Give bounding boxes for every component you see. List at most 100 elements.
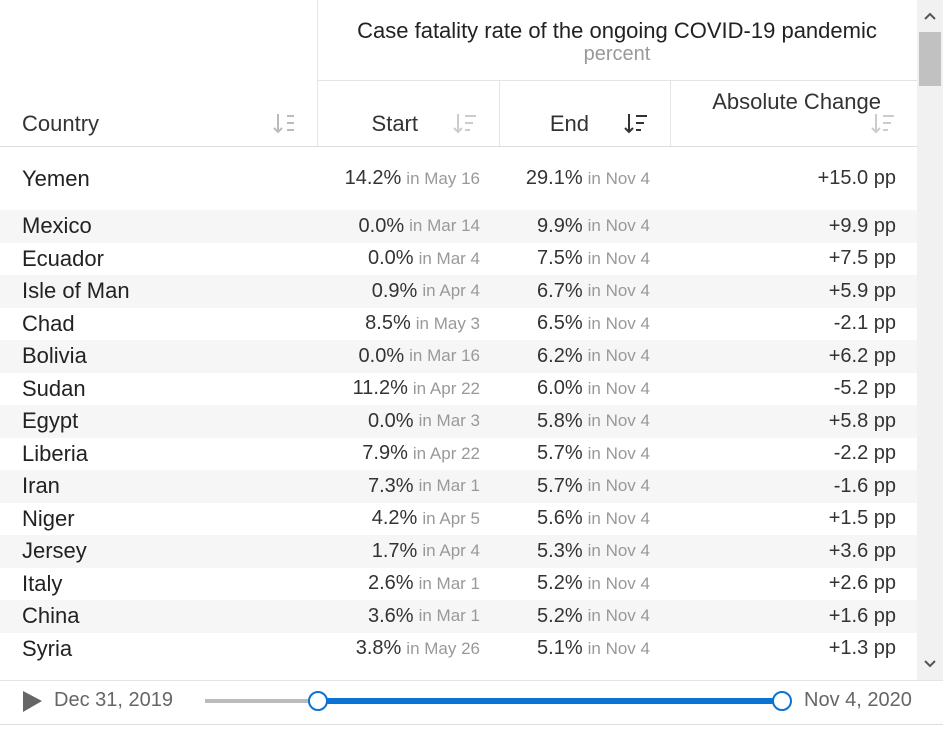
end-cell: 6.5% in Nov 4 bbox=[499, 308, 650, 341]
timeline-start[interactable]: Dec 31, 2019 bbox=[54, 689, 173, 711]
end-value: 6.0% bbox=[537, 377, 583, 400]
start-value: 0.0% bbox=[358, 344, 405, 367]
end-cell: 5.8% in Nov 4 bbox=[499, 405, 650, 438]
end-value: 6.5% bbox=[537, 312, 583, 335]
table-row[interactable]: Chad 8.5% in May 3 6.5% in Nov 4 -2.1 pp bbox=[0, 307, 917, 341]
end-cell: 6.2% in Nov 4 bbox=[499, 340, 650, 373]
sort-icon[interactable] bbox=[272, 112, 300, 136]
absolute-change: +1.3 pp bbox=[828, 637, 896, 660]
scroll-down[interactable] bbox=[922, 658, 938, 670]
header-border bbox=[0, 146, 917, 147]
table-row[interactable]: Yemen 14.2% in May 16 29.1% in Nov 4 +15.0 pp bbox=[0, 147, 917, 210]
end-date: in Nov 4 bbox=[587, 313, 650, 333]
start-cell: 0.0% in Mar 3 bbox=[317, 405, 480, 438]
table-row[interactable]: China 3.6% in Mar 1 5.2% in Nov 4 +1.6 pp bbox=[0, 600, 917, 633]
table-title: Case fatality rate of the ongoing COVID-… bbox=[357, 18, 877, 43]
table-row[interactable]: Bolivia 0.0% in Mar 16 6.2% in Nov 4 +6.2 pp bbox=[0, 340, 917, 373]
end-date: in Nov 4 bbox=[587, 378, 650, 398]
end-date: in Nov 4 bbox=[587, 281, 650, 301]
country-name: Mexico bbox=[22, 213, 92, 239]
end-date: in Nov 4 bbox=[587, 638, 650, 658]
absolute-change: +3.6 pp bbox=[828, 539, 896, 562]
table-row[interactable]: Isle of Man 0.9% in Apr 4 6.7% in Nov 4 +5.9 … bbox=[0, 275, 917, 308]
end-value: 6.2% bbox=[537, 344, 583, 367]
start-value: 0.0% bbox=[367, 409, 414, 432]
tab-border bbox=[0, 724, 943, 725]
start-date: in Mar 1 bbox=[418, 606, 480, 626]
start-cell: 8.5% in May 3 bbox=[317, 308, 480, 341]
timeline-end[interactable]: Nov 4, 2020 bbox=[804, 689, 912, 711]
country-name: China bbox=[22, 603, 80, 629]
divider bbox=[317, 0, 318, 147]
absolute-change: +5.8 pp bbox=[828, 409, 896, 432]
sort-icon-active[interactable] bbox=[623, 112, 651, 136]
start-date: in Apr 4 bbox=[422, 281, 480, 301]
start-date: in May 16 bbox=[406, 168, 480, 188]
end-date: in Nov 4 bbox=[587, 541, 650, 561]
table-row[interactable]: Liberia 7.9% in Apr 22 5.7% in Nov 4 -2.2 pp bbox=[0, 437, 917, 470]
slider-handle[interactable] bbox=[308, 691, 328, 711]
start-date: in Mar 16 bbox=[409, 346, 480, 366]
slider-handle[interactable] bbox=[772, 691, 792, 711]
table-row[interactable]: Egypt 0.0% in Mar 3 5.8% in Nov 4 +5.8 pp bbox=[0, 405, 917, 438]
start-date: in Apr 4 bbox=[422, 541, 480, 561]
start-value: 11.2% bbox=[352, 377, 408, 400]
table-row[interactable]: Iran 7.3% in Mar 1 5.7% in Nov 4 -1.6 pp bbox=[0, 470, 917, 503]
scrollbar[interactable] bbox=[917, 0, 943, 680]
start-cell: 0.0% in Mar 4 bbox=[317, 243, 480, 276]
country-name: Chad bbox=[22, 310, 75, 336]
end-value: 5.7% bbox=[537, 474, 583, 497]
end-date: in Nov 4 bbox=[587, 168, 650, 188]
absolute-change: +6.2 pp bbox=[828, 344, 896, 367]
column-header[interactable]: Absolute Change bbox=[712, 89, 881, 114]
country-name: Syria bbox=[22, 635, 73, 661]
divider bbox=[499, 80, 500, 147]
country-name: Iran bbox=[22, 473, 60, 499]
start-date: in May 3 bbox=[415, 313, 480, 333]
table-row[interactable]: Syria 3.8% in May 26 5.1% in Nov 4 +1.3 pp bbox=[0, 632, 917, 665]
absolute-change: -5.2 pp bbox=[833, 377, 896, 400]
start-date: in Mar 1 bbox=[418, 476, 480, 496]
absolute-change: -2.1 pp bbox=[833, 312, 896, 335]
country-name: Niger bbox=[22, 505, 75, 531]
sort-icon[interactable] bbox=[452, 112, 480, 136]
absolute-change: +15.0 pp bbox=[817, 167, 896, 189]
start-date: in Apr 22 bbox=[412, 378, 480, 398]
scrollbar-thumb[interactable] bbox=[919, 32, 941, 86]
end-date: in Nov 4 bbox=[587, 248, 650, 268]
end-value: 29.1% bbox=[525, 167, 583, 189]
end-cell: 5.6% in Nov 4 bbox=[499, 503, 650, 536]
column-header[interactable]: Start bbox=[371, 111, 418, 136]
table-row[interactable]: Niger 4.2% in Apr 5 5.6% in Nov 4 +1.5 pp bbox=[0, 502, 917, 536]
table-row[interactable]: Jersey 1.7% in Apr 4 5.3% in Nov 4 +3.6 pp bbox=[0, 535, 917, 568]
table-row[interactable]: Sudan 11.2% in Apr 22 6.0% in Nov 4 -5.2 pp bbox=[0, 372, 917, 405]
table-row[interactable]: Italy 2.6% in Mar 1 5.2% in Nov 4 +2.6 pp bbox=[0, 567, 917, 600]
slider-track[interactable] bbox=[205, 699, 318, 703]
start-date: in Mar 3 bbox=[418, 411, 480, 431]
start-value: 4.2% bbox=[371, 507, 418, 530]
column-header[interactable]: End bbox=[549, 111, 589, 136]
slider-range[interactable] bbox=[318, 698, 782, 704]
country-name: Italy bbox=[22, 570, 63, 596]
start-date: in Mar 4 bbox=[418, 248, 480, 268]
divider bbox=[317, 80, 917, 81]
end-value: 5.2% bbox=[537, 604, 583, 627]
start-date: in Mar 14 bbox=[409, 216, 480, 236]
start-cell: 14.2% in May 16 bbox=[317, 147, 480, 210]
table-row[interactable]: Ecuador 0.0% in Mar 4 7.5% in Nov 4 +7.5 pp bbox=[0, 242, 917, 276]
scroll-up[interactable] bbox=[922, 10, 938, 22]
start-value: 0.0% bbox=[367, 247, 414, 270]
country-name: Liberia bbox=[22, 440, 89, 466]
start-value: 7.9% bbox=[362, 442, 408, 465]
end-value: 5.6% bbox=[537, 507, 583, 530]
sort-icon[interactable] bbox=[870, 112, 898, 136]
start-value: 0.9% bbox=[371, 279, 418, 302]
table-subtitle: percent bbox=[583, 43, 651, 65]
column-header[interactable]: Country bbox=[22, 111, 100, 136]
country-name: Egypt bbox=[22, 408, 79, 434]
play-button[interactable] bbox=[20, 689, 46, 715]
start-cell: 7.3% in Mar 1 bbox=[317, 470, 480, 503]
table-row[interactable]: Mexico 0.0% in Mar 14 9.9% in Nov 4 +9.9 pp bbox=[0, 210, 917, 243]
end-date: in Nov 4 bbox=[587, 508, 650, 528]
